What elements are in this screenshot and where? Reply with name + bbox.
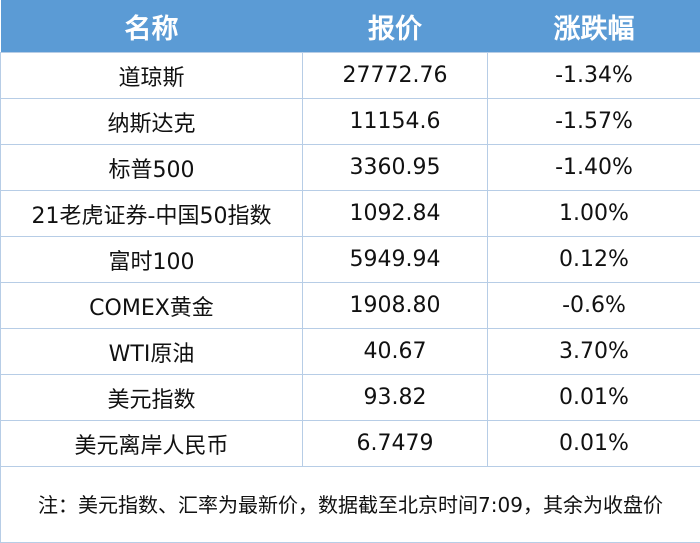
- table-row: 纳斯达克 11154.6 -1.57%: [0, 98, 700, 145]
- table-row: COMEX黄金 1908.80 -0.6%: [0, 282, 700, 329]
- table-row: 道琼斯 27772.76 -1.34%: [0, 52, 700, 99]
- cell-name: COMEX黄金: [0, 282, 303, 329]
- cell-change: 0.12%: [487, 236, 700, 283]
- cell-change: -0.6%: [487, 282, 700, 329]
- cell-name: 美元指数: [0, 374, 303, 421]
- cell-name: 21老虎证券-中国50指数: [0, 190, 303, 237]
- cell-price: 1908.80: [302, 282, 488, 329]
- cell-change: 0.01%: [487, 374, 700, 421]
- cell-name: 纳斯达克: [0, 98, 303, 145]
- table-row: 21老虎证券-中国50指数 1092.84 1.00%: [0, 190, 700, 237]
- cell-price: 3360.95: [302, 144, 488, 191]
- table-row: 标普500 3360.95 -1.40%: [0, 144, 700, 191]
- table-row: 富时100 5949.94 0.12%: [0, 236, 700, 283]
- cell-price: 11154.6: [302, 98, 488, 145]
- table-row: WTI原油 40.67 3.70%: [0, 328, 700, 375]
- cell-name: WTI原油: [0, 328, 303, 375]
- header-change: 涨跌幅: [487, 0, 700, 53]
- header-row: 名称 报价 涨跌幅: [0, 0, 700, 53]
- cell-change: 3.70%: [487, 328, 700, 375]
- header-price: 报价: [302, 0, 488, 53]
- cell-name: 美元离岸人民币: [0, 420, 303, 467]
- cell-price: 1092.84: [302, 190, 488, 237]
- cell-price: 5949.94: [302, 236, 488, 283]
- cell-change: -1.34%: [487, 52, 700, 99]
- cell-price: 27772.76: [302, 52, 488, 99]
- cell-change: 0.01%: [487, 420, 700, 467]
- cell-change: -1.40%: [487, 144, 700, 191]
- footnote: 注：美元指数、汇率为最新价，数据截至北京时间7:09，其余为收盘价: [0, 466, 700, 543]
- cell-name: 标普500: [0, 144, 303, 191]
- cell-change: 1.00%: [487, 190, 700, 237]
- note-row: 注：美元指数、汇率为最新价，数据截至北京时间7:09，其余为收盘价: [0, 466, 700, 543]
- cell-price: 40.67: [302, 328, 488, 375]
- cell-name: 富时100: [0, 236, 303, 283]
- table-row: 美元指数 93.82 0.01%: [0, 374, 700, 421]
- cell-name: 道琼斯: [0, 52, 303, 99]
- cell-change: -1.57%: [487, 98, 700, 145]
- table-row: 美元离岸人民币 6.7479 0.01%: [0, 420, 700, 467]
- cell-price: 6.7479: [302, 420, 488, 467]
- cell-price: 93.82: [302, 374, 488, 421]
- header-name: 名称: [0, 0, 303, 53]
